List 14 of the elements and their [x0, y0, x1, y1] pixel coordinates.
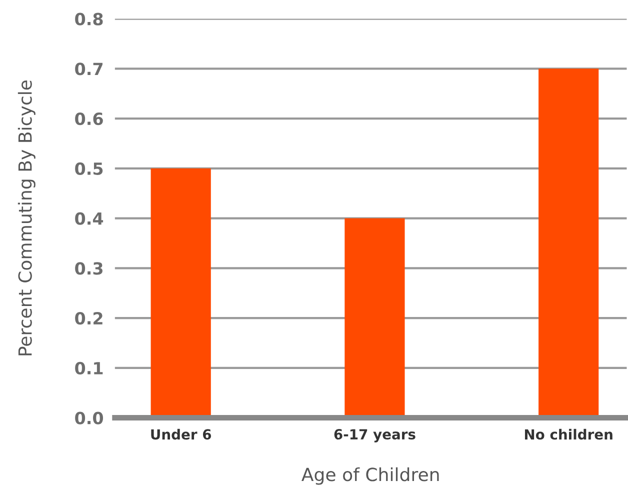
- y-tick-label: 0.1: [75, 362, 103, 374]
- y-axis-title: Percent Commuting By Bicycle: [18, 80, 36, 356]
- y-tick-label: 0.6: [75, 112, 103, 126]
- x-tick-label: 6-17 years: [334, 429, 416, 442]
- x-tick-label: Under 6: [151, 428, 212, 440]
- x-tick-label: No children: [524, 428, 612, 440]
- y-tick-label: 0.0: [75, 412, 104, 424]
- x-axis-title: Age of Children: [302, 467, 439, 485]
- y-tick-label: 0.2: [75, 312, 102, 325]
- y-tick-label: 0.4: [75, 212, 104, 225]
- y-tick-label: 0.7: [75, 62, 102, 76]
- y-tick-label: 0.3: [75, 262, 102, 275]
- y-tick-label: 0.5: [75, 162, 103, 175]
- y-tick-label: 0.8: [75, 12, 103, 26]
